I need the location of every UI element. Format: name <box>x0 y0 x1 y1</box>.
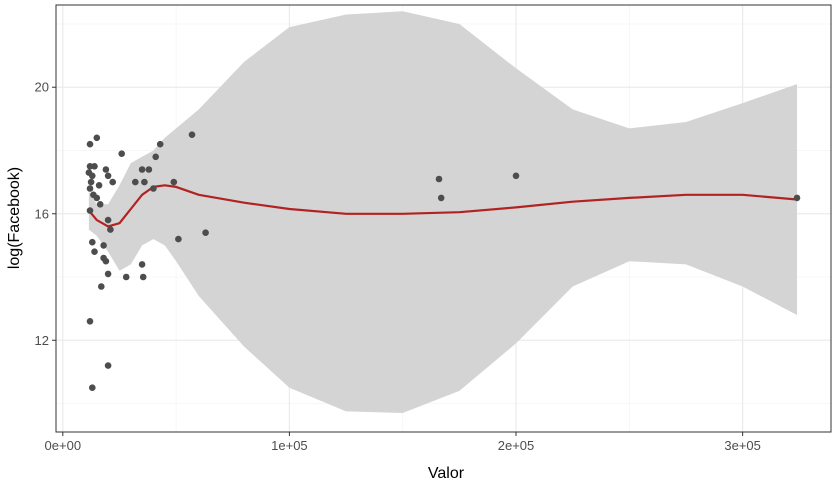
data-point <box>86 207 94 214</box>
data-point <box>793 194 801 202</box>
data-point <box>437 194 445 202</box>
data-point <box>91 248 98 255</box>
data-point <box>102 166 110 173</box>
data-point <box>86 140 94 148</box>
data-point <box>87 178 95 186</box>
smooth-line <box>88 184 798 228</box>
data-point <box>175 235 182 243</box>
data-point <box>156 140 164 148</box>
data-point <box>95 182 103 189</box>
x-tick-label: 0e+00 <box>45 438 82 453</box>
data-point <box>89 172 96 180</box>
panel-border <box>55 4 832 433</box>
data-point <box>86 318 94 325</box>
data-point <box>138 166 146 173</box>
y-tick-label: 20 <box>35 80 49 95</box>
y-tick-label: 16 <box>35 206 49 221</box>
data-point <box>93 194 101 202</box>
data-point <box>150 185 157 192</box>
data-point <box>104 216 112 224</box>
data-point <box>98 283 105 290</box>
data-point <box>188 131 196 138</box>
data-point <box>109 178 116 186</box>
data-point <box>118 150 125 157</box>
data-point <box>100 242 107 249</box>
data-point <box>139 273 147 281</box>
x-tick-label: 1e+05 <box>271 438 308 453</box>
data-point <box>107 226 114 233</box>
axes: 0e+00 1e+05 2e+05 3e+05 12 16 20 <box>35 4 832 453</box>
y-tick-label: 12 <box>35 333 49 348</box>
data-point <box>141 178 148 186</box>
x-tick-label: 3e+05 <box>724 438 761 453</box>
data-point <box>170 178 178 186</box>
data-point <box>93 134 101 142</box>
x-tick-label: 2e+05 <box>498 438 535 453</box>
data-point <box>435 175 443 183</box>
data-point <box>122 273 130 281</box>
y-axis-title: log(Facebook) <box>6 167 23 269</box>
plot-panel <box>56 5 831 432</box>
data-point <box>89 238 96 246</box>
data-point <box>86 185 94 192</box>
data-point <box>132 178 139 186</box>
data-point <box>202 229 209 236</box>
data-point <box>89 384 96 392</box>
data-point <box>104 362 112 369</box>
data-point <box>102 257 110 265</box>
data-point <box>145 166 153 173</box>
data-point <box>104 270 112 278</box>
data-point <box>96 201 104 208</box>
x-axis-title: Valor <box>428 465 465 482</box>
data-point <box>512 172 520 180</box>
data-point <box>104 172 112 180</box>
data-point <box>91 163 98 170</box>
data-point <box>138 261 146 268</box>
data-point <box>152 153 159 161</box>
